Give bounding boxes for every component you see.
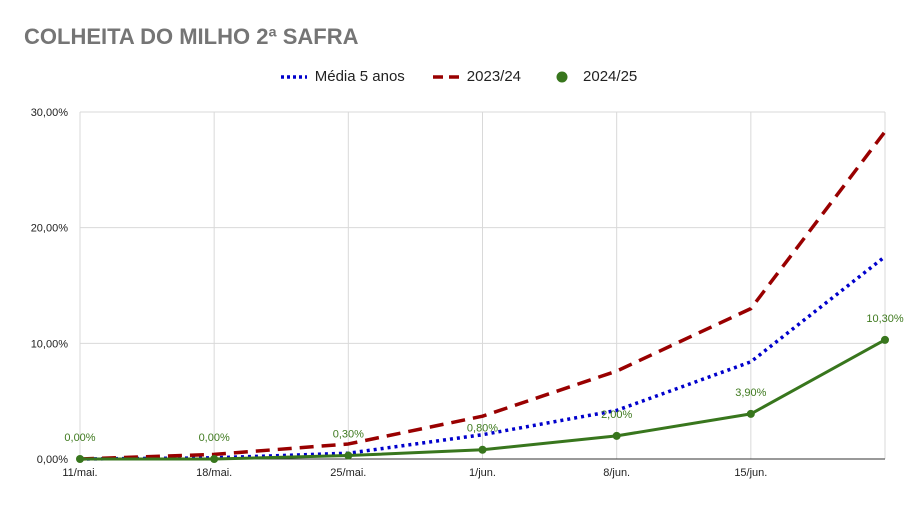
data-label: 10,30% — [866, 313, 904, 325]
data-point — [478, 445, 487, 454]
data-point — [612, 431, 621, 440]
data-point — [881, 335, 889, 344]
y-tick-label: 30,00% — [31, 107, 69, 119]
data-label: 2,00% — [601, 409, 632, 421]
x-tick-label: 15/jun. — [734, 467, 767, 479]
chart-title: COLHEITA DO MILHO 2ª SAFRA — [24, 24, 359, 49]
x-tick-label: 1/jun. — [469, 467, 496, 479]
legend-label: 2023/24 — [466, 68, 522, 85]
legend-swatch — [432, 74, 459, 79]
data-point — [76, 455, 84, 463]
series-line-2 — [79, 130, 887, 461]
data-point — [344, 451, 353, 460]
legend-swatch — [280, 74, 307, 79]
y-tick-label: 20,00% — [31, 223, 69, 235]
data-point — [210, 455, 219, 463]
data-label: 0,00% — [64, 432, 95, 444]
legend-label: 2024/25 — [583, 68, 638, 85]
legend-item: 2023/24 — [431, 68, 521, 85]
x-tick-label: 8/jun. — [603, 467, 630, 479]
data-label: 0,30% — [333, 429, 364, 441]
x-tick-label: 18/mai. — [196, 467, 232, 479]
data-label: 3,90% — [735, 387, 766, 399]
data-point — [746, 409, 755, 418]
legend: Média 5 anos 2023/24 2024/25 — [0, 68, 916, 85]
data-label: 0,00% — [199, 432, 230, 444]
y-tick-label: 10,00% — [31, 338, 69, 350]
legend-item: Média 5 anos — [279, 68, 405, 85]
legend-swatch — [556, 71, 568, 82]
x-tick-label: 25/mai. — [330, 467, 366, 479]
legend-item: 2024/25 — [547, 68, 637, 85]
data-label: 0,80% — [467, 423, 498, 435]
x-tick-label: 11/mai. — [62, 467, 97, 479]
legend-label: Média 5 anos — [314, 68, 405, 85]
y-tick-label: 0,00% — [37, 454, 68, 466]
